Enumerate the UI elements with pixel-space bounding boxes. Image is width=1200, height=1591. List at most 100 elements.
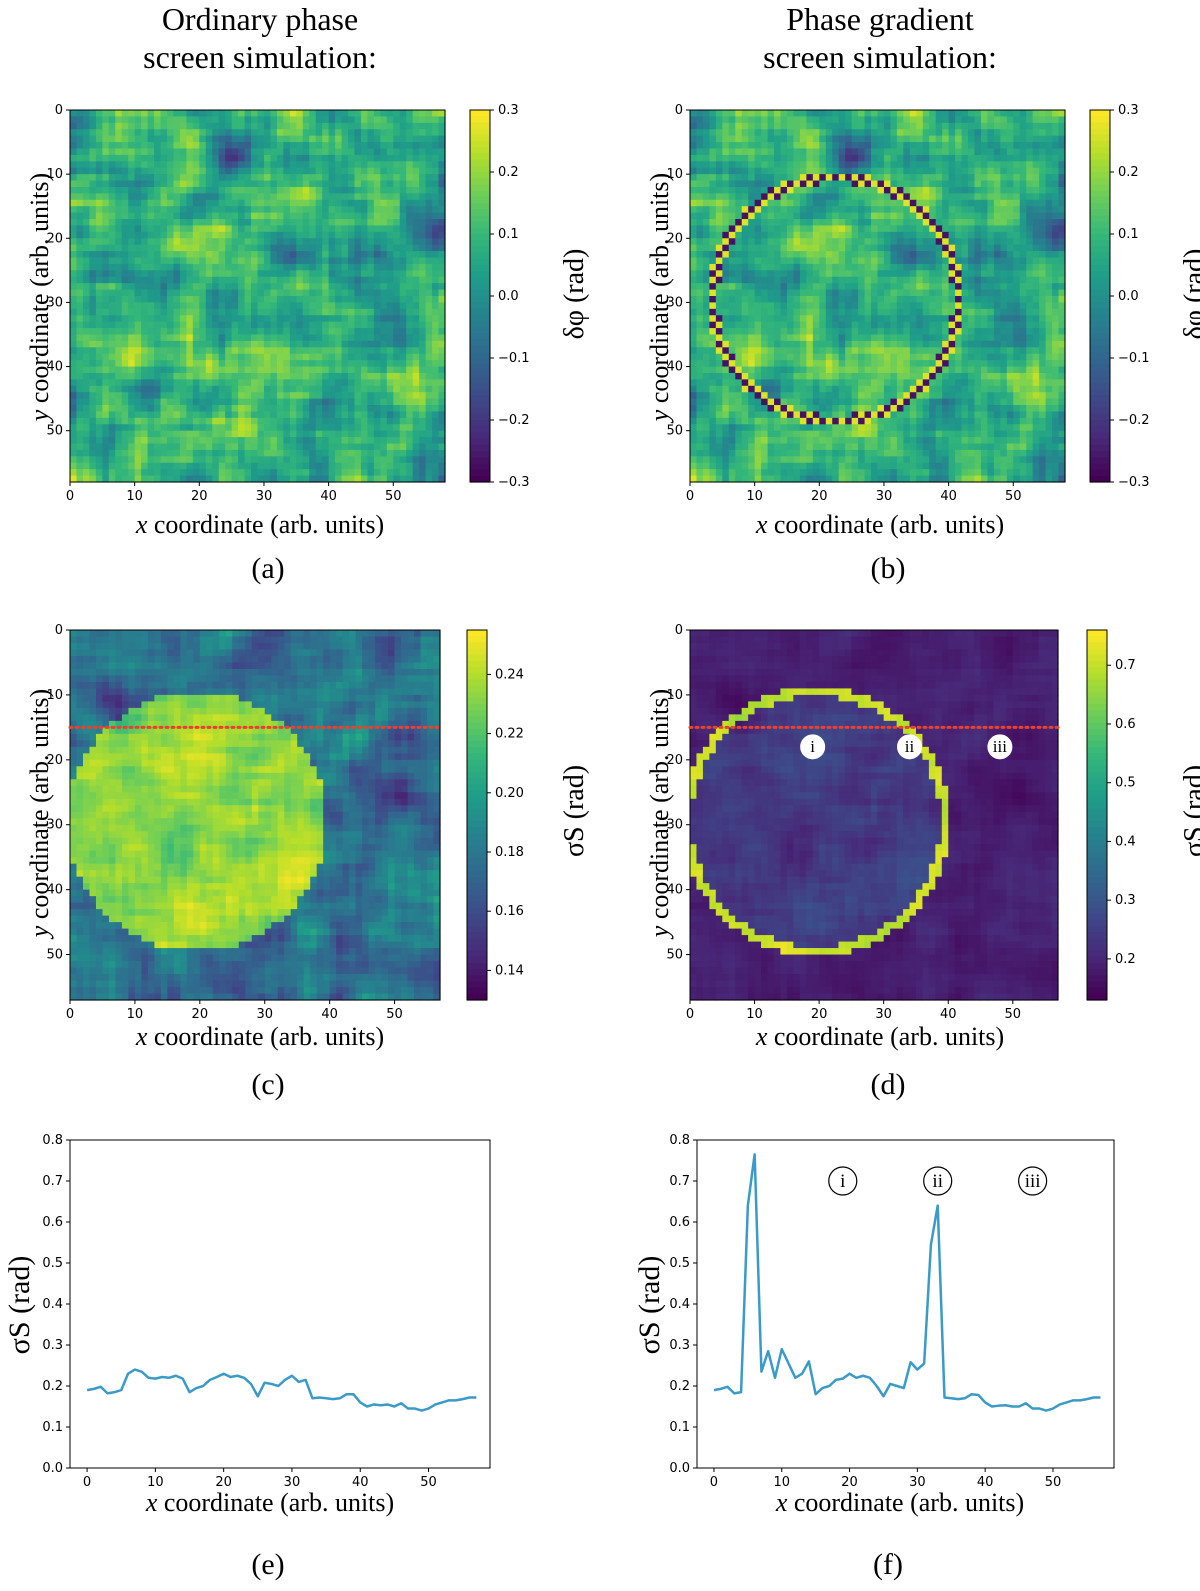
heatmap-cell — [335, 373, 342, 380]
heatmap-cell — [83, 405, 90, 412]
heatmap-cell — [309, 277, 316, 284]
heatmap-cell — [335, 444, 342, 451]
heatmap-cell — [367, 334, 374, 341]
heatmap-cell — [102, 341, 109, 348]
heatmap-cell — [70, 456, 77, 463]
heatmap-cell — [154, 309, 161, 316]
heatmap-cell — [432, 437, 439, 444]
heatmap-cell — [374, 123, 381, 130]
heatmap-cell — [709, 168, 716, 175]
heatmap-cell — [354, 405, 361, 412]
heatmap-cell — [1020, 219, 1027, 226]
heatmap-cell — [109, 411, 116, 418]
heatmap-cell — [154, 181, 161, 188]
heatmap-cell — [426, 424, 433, 431]
heatmap-cell — [70, 392, 77, 399]
heatmap-cell — [173, 290, 180, 297]
heatmap-cell — [1007, 187, 1014, 194]
heatmap-cell — [761, 225, 768, 232]
heatmap-cell — [1033, 142, 1040, 149]
heatmap-cell — [361, 437, 368, 444]
heatmap-cell — [245, 444, 252, 451]
heatmap-cell — [296, 219, 303, 226]
heatmap-cell — [303, 437, 310, 444]
heatmap-cell — [186, 334, 193, 341]
heatmap-cell — [735, 148, 742, 155]
heatmap-cell — [387, 328, 394, 335]
heatmap-cell — [316, 341, 323, 348]
heatmap-cell — [768, 225, 775, 232]
heatmap-cell — [974, 264, 981, 271]
heatmap-cell — [342, 206, 349, 213]
heatmap-cell — [83, 161, 90, 168]
heatmap-cell — [251, 129, 258, 136]
heatmap-cell — [296, 424, 303, 431]
heatmap-cell — [387, 258, 394, 265]
heatmap-cell — [70, 270, 77, 277]
heatmap-cell — [135, 277, 142, 284]
heatmap-cell — [161, 245, 168, 252]
heatmap-cell — [755, 245, 762, 252]
heatmap-cell — [354, 437, 361, 444]
heatmap-cell — [942, 174, 949, 181]
heatmap-cell — [122, 129, 129, 136]
heatmap-cell — [225, 264, 232, 271]
heatmap-cell — [774, 129, 781, 136]
heatmap-cell — [387, 225, 394, 232]
heatmap-cell — [70, 309, 77, 316]
heatmap-cell — [955, 187, 962, 194]
heatmap-cell — [413, 161, 420, 168]
heatmap-cell — [335, 277, 342, 284]
heatmap-cell — [316, 405, 323, 412]
heatmap-cell — [70, 219, 77, 226]
heatmap-cell — [135, 245, 142, 252]
heatmap-cell — [96, 379, 103, 386]
heatmap-cell — [193, 136, 200, 143]
heatmap-cell — [251, 225, 258, 232]
heatmap-cell — [367, 469, 374, 476]
heatmap-cell — [258, 411, 265, 418]
heatmap-cell — [342, 238, 349, 245]
heatmap-cell — [419, 379, 426, 386]
heatmap-cell — [219, 277, 226, 284]
heatmap-cell — [122, 347, 129, 354]
heatmap-cell — [787, 110, 794, 117]
heatmap-cell — [141, 245, 148, 252]
heatmap-cell — [122, 232, 129, 239]
heatmap-cell — [781, 232, 788, 239]
heatmap-cell — [1000, 245, 1007, 252]
heatmap-cell — [245, 367, 252, 374]
heatmap-cell — [219, 161, 226, 168]
heatmap-cell — [329, 418, 336, 425]
heatmap-cell — [335, 290, 342, 297]
heatmap-cell — [400, 418, 407, 425]
heatmap-cell — [839, 181, 846, 188]
heatmap-cell — [173, 225, 180, 232]
heatmap-cell — [994, 193, 1001, 200]
heatmap-cell — [296, 283, 303, 290]
heatmap-cell — [387, 411, 394, 418]
heatmap-cell — [839, 238, 846, 245]
heatmap-cell — [1033, 181, 1040, 188]
heatmap-cell — [199, 341, 206, 348]
heatmap-cell — [83, 392, 90, 399]
heatmap-cell — [936, 136, 943, 143]
heatmap-cell — [716, 168, 723, 175]
heatmap-cell — [180, 123, 187, 130]
heatmap-cell — [387, 418, 394, 425]
heatmap-cell — [910, 264, 917, 271]
heatmap-cell — [1046, 238, 1053, 245]
heatmap-cell — [232, 302, 239, 309]
heatmap-cell — [897, 270, 904, 277]
heatmap-cell — [251, 116, 258, 123]
heatmap-cell — [270, 334, 277, 341]
heatmap-cell — [419, 264, 426, 271]
heatmap-cell — [70, 450, 77, 457]
heatmap-cell — [186, 424, 193, 431]
heatmap-cell — [225, 424, 232, 431]
heatmap-cell — [225, 373, 232, 380]
heatmap-cell — [1026, 270, 1033, 277]
heatmap-cell — [696, 155, 703, 162]
heatmap-cell — [826, 168, 833, 175]
heatmap-cell — [173, 469, 180, 476]
